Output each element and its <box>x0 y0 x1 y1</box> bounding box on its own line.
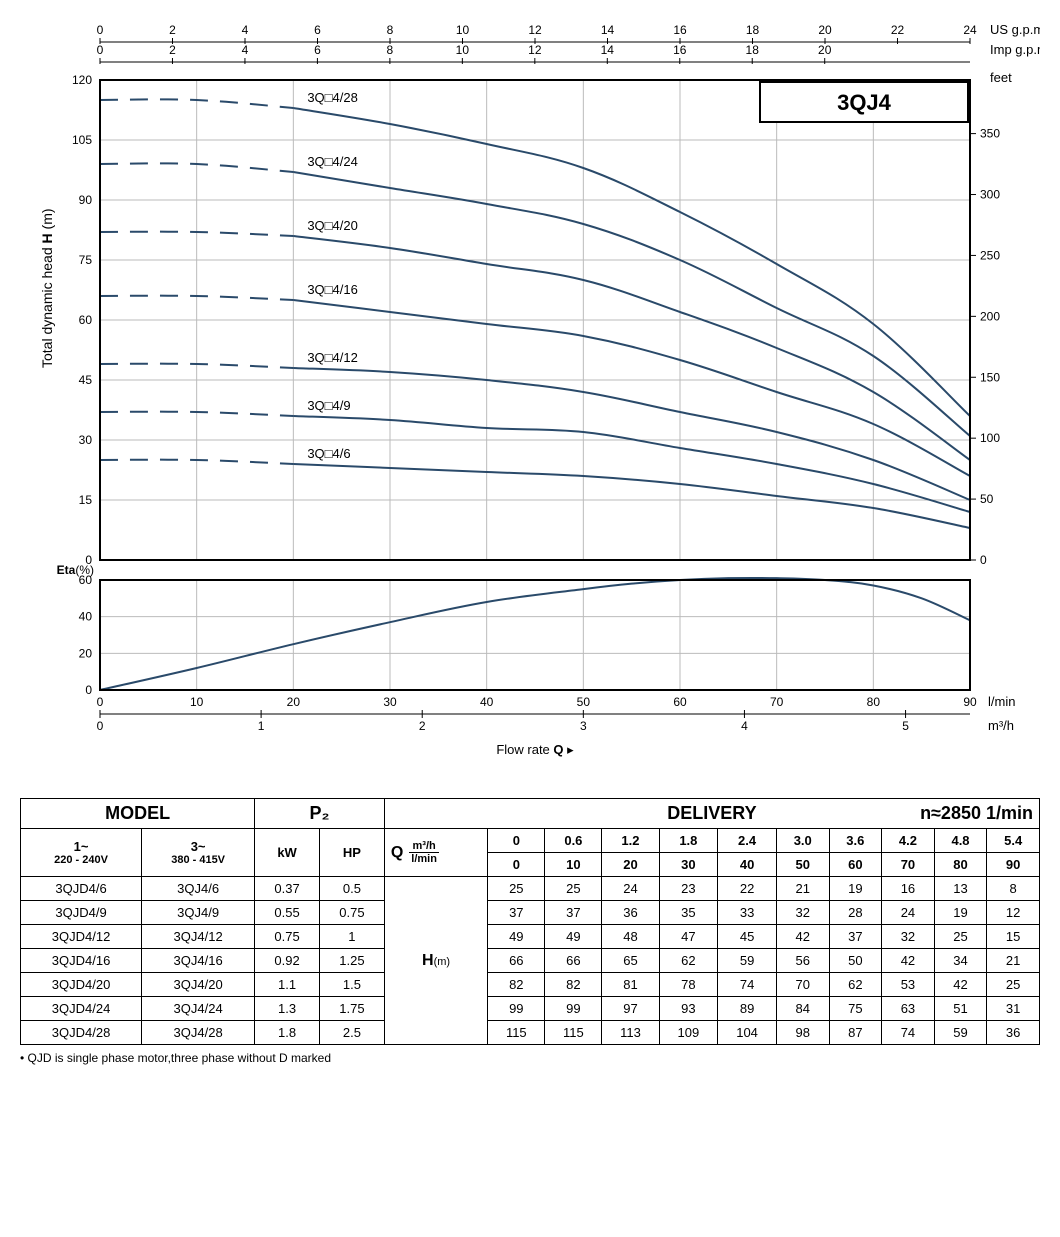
svg-text:22: 22 <box>891 23 905 37</box>
svg-text:80: 80 <box>867 695 881 709</box>
svg-text:250: 250 <box>980 248 1000 262</box>
svg-text:60: 60 <box>673 695 687 709</box>
svg-text:50: 50 <box>577 695 591 709</box>
svg-text:0: 0 <box>980 553 987 567</box>
svg-text:4: 4 <box>242 23 249 37</box>
footnote: • QJD is single phase motor,three phase … <box>20 1051 1040 1065</box>
svg-text:4: 4 <box>741 719 748 733</box>
svg-text:3QJ4: 3QJ4 <box>837 90 892 115</box>
svg-text:100: 100 <box>980 431 1000 445</box>
svg-text:70: 70 <box>770 695 784 709</box>
svg-text:20: 20 <box>287 695 301 709</box>
svg-text:3Q□4/24: 3Q□4/24 <box>307 154 358 169</box>
svg-text:18: 18 <box>746 43 760 57</box>
svg-text:16: 16 <box>673 23 687 37</box>
svg-text:45: 45 <box>79 373 93 387</box>
svg-text:40: 40 <box>480 695 494 709</box>
svg-text:Total dynamic head H (m): Total dynamic head H (m) <box>39 208 55 368</box>
svg-text:2: 2 <box>169 23 176 37</box>
svg-text:0: 0 <box>97 23 104 37</box>
svg-text:14: 14 <box>601 43 615 57</box>
svg-text:3Q□4/16: 3Q□4/16 <box>307 282 358 297</box>
svg-text:16: 16 <box>673 43 687 57</box>
svg-text:0: 0 <box>97 43 104 57</box>
svg-text:3Q□4/6: 3Q□4/6 <box>307 446 350 461</box>
svg-text:15: 15 <box>79 493 93 507</box>
svg-text:60: 60 <box>79 313 93 327</box>
svg-text:18: 18 <box>746 23 760 37</box>
svg-text:12: 12 <box>528 43 542 57</box>
svg-text:40: 40 <box>79 610 93 624</box>
svg-text:10: 10 <box>456 43 470 57</box>
svg-text:Imp g.p.m: Imp g.p.m <box>990 42 1040 57</box>
chart-svg: 024681012141618202224US g.p.m02468101214… <box>20 20 1040 780</box>
svg-text:120: 120 <box>72 73 92 87</box>
svg-text:75: 75 <box>79 253 93 267</box>
svg-text:US g.p.m: US g.p.m <box>990 22 1040 37</box>
svg-text:300: 300 <box>980 188 1000 202</box>
svg-text:m³/h: m³/h <box>988 718 1014 733</box>
svg-text:4: 4 <box>242 43 249 57</box>
svg-text:24: 24 <box>963 23 977 37</box>
svg-text:0: 0 <box>85 683 92 697</box>
spec-table: MODELP₂DELIVERYn≈2850 1/min1~220 - 240V3… <box>20 798 1040 1045</box>
svg-text:20: 20 <box>818 23 832 37</box>
svg-text:50: 50 <box>980 492 994 506</box>
pump-curve-figure: 024681012141618202224US g.p.m02468101214… <box>20 20 1040 780</box>
svg-text:10: 10 <box>190 695 204 709</box>
svg-text:150: 150 <box>980 370 1000 384</box>
svg-text:2: 2 <box>419 719 426 733</box>
svg-text:8: 8 <box>387 23 394 37</box>
svg-text:12: 12 <box>528 23 542 37</box>
svg-text:3: 3 <box>580 719 587 733</box>
svg-text:0: 0 <box>97 695 104 709</box>
svg-text:0: 0 <box>97 719 104 733</box>
svg-text:8: 8 <box>387 43 394 57</box>
svg-text:105: 105 <box>72 133 92 147</box>
svg-text:3Q□4/20: 3Q□4/20 <box>307 218 358 233</box>
svg-text:20: 20 <box>818 43 832 57</box>
svg-text:Flow rate Q ▸: Flow rate Q ▸ <box>496 742 574 757</box>
svg-text:14: 14 <box>601 23 615 37</box>
svg-text:90: 90 <box>963 695 977 709</box>
svg-text:30: 30 <box>383 695 397 709</box>
svg-text:3Q□4/9: 3Q□4/9 <box>307 398 350 413</box>
svg-text:20: 20 <box>79 646 93 660</box>
svg-text:60: 60 <box>79 573 93 587</box>
svg-text:5: 5 <box>902 719 909 733</box>
svg-text:350: 350 <box>980 127 1000 141</box>
svg-text:90: 90 <box>79 193 93 207</box>
svg-text:l/min: l/min <box>988 694 1015 709</box>
svg-text:6: 6 <box>314 43 321 57</box>
svg-text:feet: feet <box>990 70 1012 85</box>
svg-text:6: 6 <box>314 23 321 37</box>
svg-text:1: 1 <box>258 719 265 733</box>
svg-text:30: 30 <box>79 433 93 447</box>
svg-text:3Q□4/12: 3Q□4/12 <box>307 350 358 365</box>
svg-text:10: 10 <box>456 23 470 37</box>
svg-text:200: 200 <box>980 309 1000 323</box>
svg-text:3Q□4/28: 3Q□4/28 <box>307 90 358 105</box>
svg-text:2: 2 <box>169 43 176 57</box>
